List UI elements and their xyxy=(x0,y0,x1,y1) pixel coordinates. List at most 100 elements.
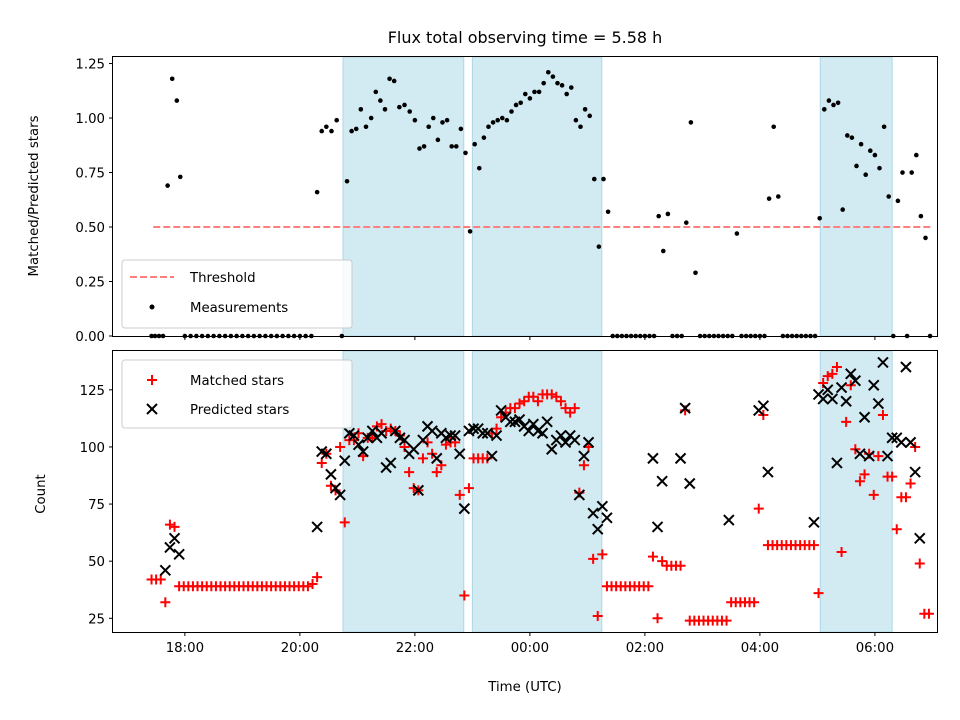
measurement-point xyxy=(596,244,602,249)
count-legend-box xyxy=(121,359,353,429)
predicted-star-point xyxy=(914,532,926,545)
measurement-point xyxy=(826,98,832,103)
matched-star-point xyxy=(831,361,842,372)
predicted-star-point xyxy=(569,434,581,446)
predicted-star-point xyxy=(541,416,553,428)
measurement-point xyxy=(177,174,183,180)
measurement-point xyxy=(863,172,868,178)
measurement-point xyxy=(923,235,928,241)
predicted-star-point xyxy=(495,404,507,417)
measurement-point xyxy=(858,141,864,147)
predicted-star-point xyxy=(417,434,429,446)
measurement-point xyxy=(421,144,427,149)
predicted-star-point xyxy=(311,521,323,533)
measurement-point xyxy=(518,100,523,106)
predicted-star-point xyxy=(164,541,176,554)
matched-star-point xyxy=(914,558,925,569)
measurement-point xyxy=(766,196,772,201)
x-axis-label: Time (UTC) xyxy=(487,680,562,695)
x-tick-label: 02:00 xyxy=(626,641,664,656)
legend-measurements-label: Measurements xyxy=(190,301,288,316)
matched-star-point xyxy=(643,581,654,592)
measurement-point xyxy=(495,117,500,123)
predicted-star-point xyxy=(904,436,917,449)
predicted-star-point xyxy=(877,356,889,369)
matched-star-point xyxy=(155,574,166,585)
x-tick-label: 22:00 xyxy=(396,641,434,656)
measurement-point xyxy=(174,98,180,103)
matched-star-point xyxy=(459,590,470,601)
predicted-star-point xyxy=(412,484,425,497)
matched-star-point xyxy=(514,398,525,409)
predicted-star-point xyxy=(601,512,613,524)
measurement-point xyxy=(683,220,689,225)
x-tick-label: 18:00 xyxy=(166,641,204,656)
count-legend: Matched stars Predicted stars xyxy=(121,359,353,429)
measurement-point xyxy=(407,109,413,114)
measurement-point xyxy=(527,96,533,101)
measurement-point xyxy=(378,98,383,103)
matched-star-point xyxy=(905,478,916,489)
predicted-star-point xyxy=(845,368,857,380)
matched-star-point xyxy=(169,521,180,532)
matched-star-point xyxy=(339,517,350,528)
measurement-point xyxy=(329,128,334,134)
matched-star-point xyxy=(877,409,888,420)
measurement-point xyxy=(513,102,519,108)
predicted-star-point xyxy=(173,548,185,561)
measurement-point xyxy=(867,148,873,154)
y-tick-label: 100 xyxy=(80,441,105,456)
ratio-y-ticks: 0.00 0.25 0.50 0.75 1.00 1.25 xyxy=(75,58,113,345)
predicted-star-point xyxy=(546,443,558,455)
measurement-point xyxy=(591,176,597,182)
predicted-star-point xyxy=(431,452,443,465)
predicted-star-point xyxy=(444,429,457,442)
measurement-point xyxy=(358,107,364,112)
x-tick-label: 00:00 xyxy=(511,641,549,656)
predicted-star-point xyxy=(596,500,609,513)
predicted-star-point xyxy=(679,402,691,414)
matched-star-point xyxy=(316,457,327,468)
predicted-star-point xyxy=(325,468,337,481)
predicted-star-point xyxy=(477,427,489,439)
ratio-legend: Threshold Measurements xyxy=(121,259,353,329)
measurement-point xyxy=(499,115,505,121)
matched-star-point xyxy=(335,441,346,452)
y-tick-label: 50 xyxy=(88,555,105,570)
measurement-point xyxy=(522,91,528,97)
predicted-star-point xyxy=(651,521,664,533)
matched-star-point xyxy=(873,451,884,462)
x-tick-label: 20:00 xyxy=(281,641,319,656)
predicted-star-point xyxy=(863,450,875,462)
matched-star-point xyxy=(565,407,576,418)
measurement-point xyxy=(319,128,325,134)
y-tick-label: 25 xyxy=(88,612,105,627)
matched-star-point xyxy=(887,471,898,482)
predicted-star-point xyxy=(723,514,735,526)
matched-star-point xyxy=(923,608,934,619)
predicted-star-point xyxy=(854,448,866,460)
predicted-star-point xyxy=(426,425,438,437)
count-panel: 18:00 20:00 22:00 00:00 02:00 04:00 06:00 25 50… xyxy=(34,350,938,695)
predicted-star-point xyxy=(909,466,921,478)
measurement-point xyxy=(854,163,859,169)
predicted-star-point xyxy=(831,457,843,469)
predicted-star-point xyxy=(808,516,820,529)
predicted-star-point xyxy=(408,443,420,455)
observing-window-band xyxy=(342,350,465,633)
predicted-star-point xyxy=(895,436,908,449)
predicted-star-point xyxy=(573,489,586,501)
matched-star-point xyxy=(560,403,571,414)
measurement-point xyxy=(349,128,354,134)
legend-matched-swatch xyxy=(147,375,157,385)
measurement-point xyxy=(835,100,841,106)
measurement-point xyxy=(532,89,537,95)
predicted-star-point xyxy=(339,454,351,467)
predicted-star-point xyxy=(886,432,898,444)
measurement-point xyxy=(918,213,924,219)
legend-matched-label: Matched stars xyxy=(190,374,284,389)
count-marks xyxy=(146,356,934,626)
predicted-star-point xyxy=(555,429,567,442)
measurement-point xyxy=(382,107,388,112)
measurement-point xyxy=(587,113,592,119)
